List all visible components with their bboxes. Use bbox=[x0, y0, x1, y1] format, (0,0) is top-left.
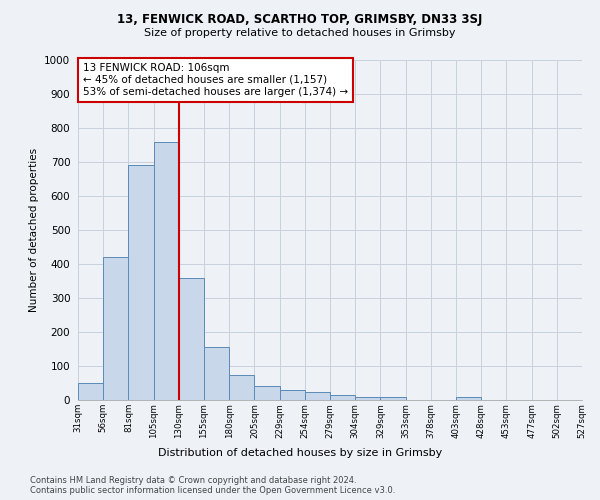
Bar bbox=[355, 396, 380, 400]
Bar bbox=[229, 374, 254, 400]
Bar bbox=[204, 348, 229, 400]
Bar bbox=[330, 395, 355, 400]
Text: 13, FENWICK ROAD, SCARTHO TOP, GRIMSBY, DN33 3SJ: 13, FENWICK ROAD, SCARTHO TOP, GRIMSBY, … bbox=[118, 12, 482, 26]
Y-axis label: Number of detached properties: Number of detached properties bbox=[29, 148, 38, 312]
Bar bbox=[254, 386, 280, 400]
Bar bbox=[456, 396, 481, 400]
Bar bbox=[128, 166, 154, 400]
Bar bbox=[380, 396, 406, 400]
Bar bbox=[78, 383, 103, 400]
Text: Contains HM Land Registry data © Crown copyright and database right 2024.: Contains HM Land Registry data © Crown c… bbox=[30, 476, 356, 485]
Bar bbox=[305, 392, 330, 400]
Bar bbox=[179, 278, 204, 400]
Bar bbox=[280, 390, 305, 400]
Text: Size of property relative to detached houses in Grimsby: Size of property relative to detached ho… bbox=[144, 28, 456, 38]
Bar bbox=[154, 142, 179, 400]
Text: Contains public sector information licensed under the Open Government Licence v3: Contains public sector information licen… bbox=[30, 486, 395, 495]
Text: Distribution of detached houses by size in Grimsby: Distribution of detached houses by size … bbox=[158, 448, 442, 458]
Bar bbox=[103, 257, 128, 400]
Text: 13 FENWICK ROAD: 106sqm
← 45% of detached houses are smaller (1,157)
53% of semi: 13 FENWICK ROAD: 106sqm ← 45% of detache… bbox=[83, 64, 348, 96]
